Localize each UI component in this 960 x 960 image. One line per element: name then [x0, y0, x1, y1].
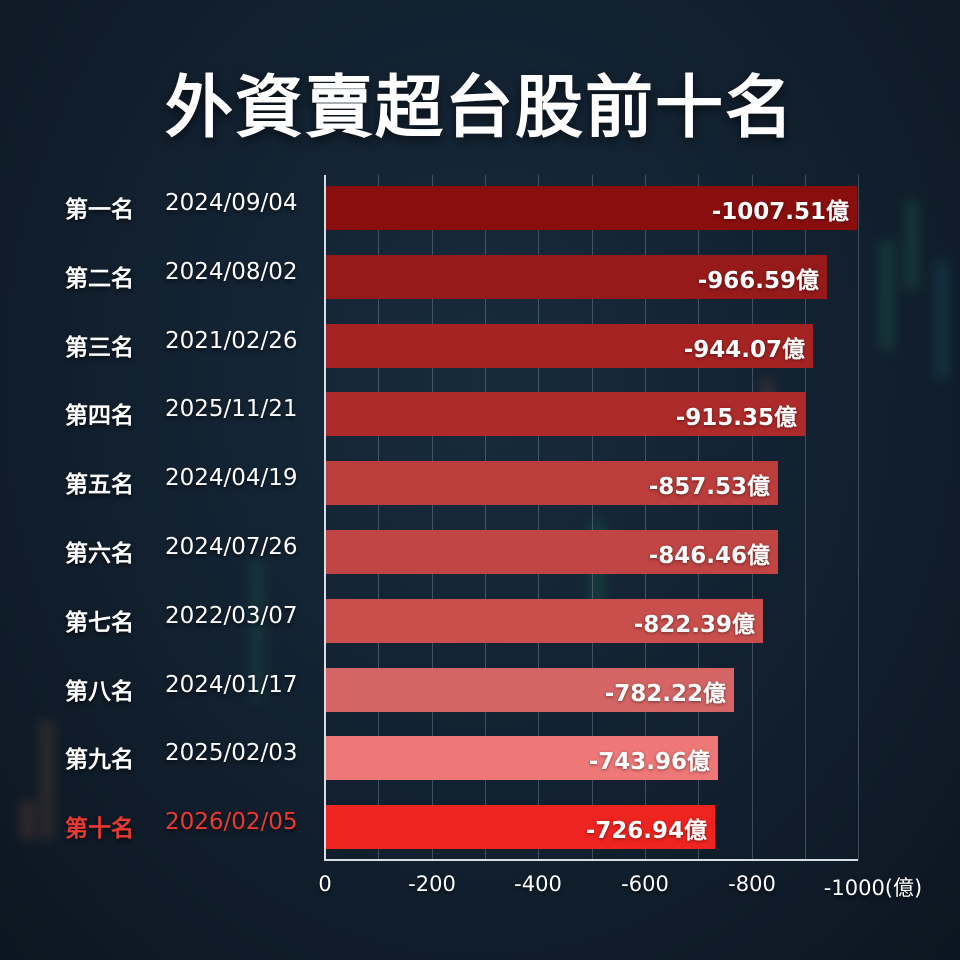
- x-axis-line: [324, 859, 858, 861]
- grid-line: [432, 175, 433, 860]
- bar: -944.07億: [325, 323, 813, 368]
- bar: -726.94億: [325, 805, 715, 850]
- x-tick-label: 0: [318, 872, 332, 896]
- bar-row: 第六名 2024/07/26 -846.46億: [65, 530, 858, 574]
- bar-row: 第二名 2024/08/02 -966.59億: [65, 254, 858, 299]
- grid-line: [805, 175, 806, 860]
- date-label: 2024/07/26: [165, 534, 298, 560]
- grid-line: [538, 175, 539, 860]
- rank-label: 第九名: [65, 747, 134, 774]
- bar: -915.35億: [325, 392, 805, 437]
- x-tick-label: -800: [728, 872, 776, 896]
- bar: -966.59億: [325, 254, 827, 299]
- plot-area: 第一名 2024/09/04 -1007.51億第二名 2024/08/02 -966.…: [65, 175, 859, 861]
- grid-line: [378, 175, 379, 860]
- rank-label: 第一名: [65, 197, 134, 223]
- rank-label: 第七名: [65, 609, 134, 636]
- date-label: 2021/02/26: [165, 327, 298, 354]
- bar-value-label: -857.53億: [648, 474, 770, 501]
- bar-row: 第四名 2025/11/21 -915.35億: [65, 392, 858, 437]
- y-axis-line: [324, 175, 326, 860]
- x-tick-label: -400: [514, 872, 562, 896]
- date-label: 2025/02/03: [165, 740, 298, 767]
- date-label: 2024/08/02: [165, 258, 298, 285]
- x-tick-label: -1000(億): [823, 876, 923, 900]
- date-label: 2026/02/05: [165, 809, 298, 836]
- bar: -846.46億: [325, 530, 778, 574]
- grid-line: [592, 175, 593, 860]
- bar-value-label: -822.39億: [633, 611, 755, 638]
- chart-title: 外資賣超台股前十名: [164, 69, 795, 148]
- rank-label: 第二名: [65, 265, 134, 292]
- bar-row: 第九名 2025/02/03 -743.96億: [65, 736, 858, 781]
- rank-label: 第三名: [65, 334, 134, 361]
- date-label: 2022/03/07: [165, 602, 298, 629]
- rank-label: 第十名: [65, 816, 134, 843]
- bar-value-label: -743.96億: [588, 749, 710, 776]
- bar-value-label: -726.94億: [585, 818, 707, 845]
- bar-row: 第三名 2021/02/26 -944.07億: [65, 323, 858, 368]
- bar: -857.53億: [325, 461, 778, 506]
- bar-value-label: -846.46億: [648, 543, 770, 569]
- bar: -822.39億: [325, 598, 763, 643]
- date-label: 2024/04/19: [165, 465, 298, 492]
- date-label: 2024/01/17: [165, 671, 298, 698]
- rank-label: 第四名: [65, 403, 134, 430]
- grid-line: [752, 175, 753, 860]
- grid-line: [698, 175, 699, 860]
- bar-row: 第一名 2024/09/04 -1007.51億: [65, 186, 858, 230]
- x-tick-label: -600: [621, 872, 669, 896]
- grid-line: [485, 175, 486, 860]
- bar-row: 第十名 2026/02/05 -726.94億: [65, 805, 858, 850]
- grid-line: [645, 175, 646, 860]
- bar-value-label: -966.59億: [697, 267, 819, 294]
- bar: -743.96億: [325, 736, 718, 781]
- bar: -1007.51億: [325, 186, 857, 230]
- bar-value-label: -1007.51億: [711, 199, 849, 225]
- bar-row: 第五名 2024/04/19 -857.53億: [65, 461, 858, 506]
- x-tick-label: -200: [408, 872, 456, 896]
- rank-label: 第八名: [65, 678, 134, 705]
- bar-row: 第七名 2022/03/07 -822.39億: [65, 598, 858, 643]
- bar-row: 第八名 2024/01/17 -782.22億: [65, 667, 858, 712]
- rank-label: 第五名: [65, 472, 134, 499]
- bar-value-label: -944.07億: [683, 336, 805, 363]
- rank-label: 第六名: [65, 541, 134, 567]
- date-label: 2024/09/04: [165, 190, 298, 216]
- bar-value-label: -915.35億: [675, 405, 797, 432]
- date-label: 2025/11/21: [165, 396, 298, 423]
- grid-line: [858, 175, 859, 860]
- bar-value-label: -782.22億: [604, 680, 726, 707]
- bar: -782.22億: [325, 667, 734, 712]
